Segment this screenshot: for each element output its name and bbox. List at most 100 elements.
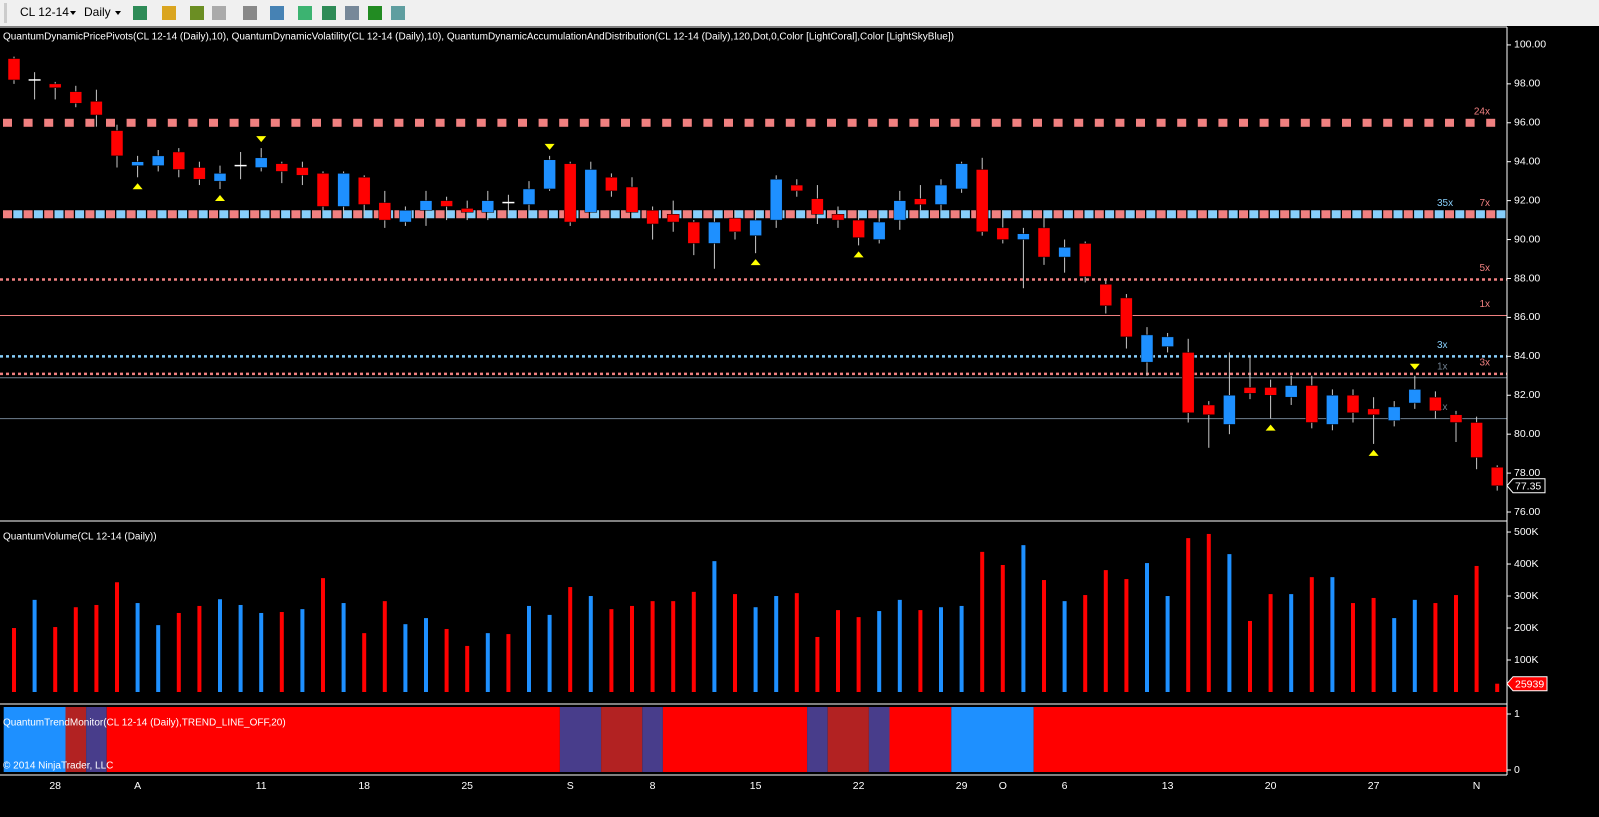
level-square — [1074, 118, 1084, 127]
volume-bar — [568, 587, 573, 692]
candle-body — [440, 200, 453, 207]
level-square — [487, 210, 497, 219]
grip — [4, 3, 7, 23]
level-square — [1445, 118, 1454, 127]
level-square — [1156, 210, 1166, 219]
volume-bar — [547, 614, 552, 692]
volume-bar — [1371, 597, 1376, 692]
level-square — [1156, 118, 1166, 127]
level-square — [579, 210, 589, 219]
level-square — [1053, 210, 1063, 219]
y-tick-label: 94.00 — [1514, 155, 1540, 167]
volume-bar — [485, 633, 490, 692]
volume-bar — [403, 624, 408, 692]
level-square — [1383, 118, 1393, 127]
level-square — [147, 210, 157, 219]
level-square — [1105, 210, 1115, 219]
level-square — [1218, 210, 1228, 219]
y-tick-label: 500K — [1514, 526, 1539, 538]
tool-icon[interactable] — [212, 6, 226, 20]
volume-bar — [362, 633, 367, 692]
cursor-icon[interactable] — [243, 6, 257, 20]
level-square — [1393, 210, 1403, 219]
zoom-icon[interactable] — [270, 6, 284, 20]
level-square — [888, 210, 898, 219]
level-square — [85, 118, 95, 127]
level-square — [868, 210, 878, 219]
volume-bar — [712, 561, 717, 692]
level-square — [281, 210, 291, 219]
candle-body — [811, 198, 824, 215]
candle-body — [1202, 404, 1216, 415]
candle-body — [769, 178, 783, 221]
volume-marker-label: 25939 — [1515, 678, 1544, 690]
level-square — [456, 210, 466, 219]
y-tick-label: 90.00 — [1514, 233, 1540, 245]
x-tick-label: 11 — [256, 780, 267, 792]
level-square — [631, 210, 641, 219]
candle-body — [481, 200, 495, 213]
signal-triangle — [215, 194, 225, 201]
trend-title: QuantumTrendMonitor(CL 12-14 (Daily),TRE… — [3, 718, 286, 729]
dropdown-arrow[interactable] — [115, 11, 121, 15]
volume-bar — [1083, 595, 1088, 692]
level-square — [590, 210, 600, 219]
volume-bar — [1248, 620, 1252, 692]
level-label: 7x — [1479, 198, 1490, 209]
level-square — [106, 210, 115, 219]
level-square — [1362, 118, 1372, 127]
candle-body — [1223, 394, 1236, 425]
level-square — [754, 210, 764, 219]
bar-type-icon[interactable] — [133, 6, 147, 20]
level-square — [538, 118, 548, 127]
level-square — [1063, 210, 1073, 219]
level-square — [1115, 210, 1125, 219]
volume-bar — [382, 601, 387, 692]
level-square — [919, 210, 929, 219]
instrument[interactable]: CL 12-14 — [20, 5, 69, 19]
level-square — [559, 118, 569, 127]
candle-body — [1346, 394, 1360, 414]
level-label: 5x — [1479, 263, 1490, 274]
signal-triangle — [1265, 424, 1276, 431]
candle-body — [996, 227, 1010, 240]
chart-icon[interactable] — [345, 6, 359, 20]
indicator-icon[interactable] — [298, 6, 312, 20]
level-square — [785, 210, 795, 219]
volume-bar — [506, 634, 511, 692]
trend-segment — [807, 707, 828, 772]
level-square — [54, 210, 64, 219]
candle-body — [48, 83, 62, 88]
level-square — [724, 210, 733, 219]
overlay: 10100.0098.0096.0094.0092.0090.0088.0086… — [49, 39, 1548, 792]
candle-body — [543, 159, 556, 190]
level-square — [1187, 210, 1197, 219]
level-square — [600, 118, 610, 127]
properties-icon[interactable] — [391, 6, 405, 20]
draw-icon[interactable] — [162, 6, 176, 20]
level-square — [44, 118, 54, 127]
volume-bar — [1412, 599, 1417, 692]
period[interactable]: Daily — [84, 5, 111, 19]
volume-bar — [691, 591, 696, 692]
level-square — [198, 210, 208, 219]
order-icon[interactable] — [368, 6, 382, 20]
volume-bar — [12, 628, 16, 692]
x-tick-label: 6 — [1062, 780, 1068, 792]
candle-body — [1120, 297, 1133, 338]
level-square — [991, 210, 1001, 219]
volume-bar — [1124, 579, 1129, 692]
volume-bar — [238, 604, 243, 692]
level-square — [1342, 210, 1351, 219]
dropdown-arrow[interactable] — [70, 11, 76, 15]
tool-icon[interactable] — [190, 6, 204, 20]
strategy-icon[interactable] — [322, 6, 336, 20]
y-tick-label: 82.00 — [1514, 389, 1540, 401]
level-square — [394, 118, 404, 127]
level-square — [1465, 118, 1475, 127]
level-square — [1218, 118, 1228, 127]
level-square — [713, 210, 723, 219]
volume-bar — [897, 599, 902, 692]
indicator-label: QuantumDynamicPricePivots(CL 12-14 (Dail… — [3, 32, 954, 43]
